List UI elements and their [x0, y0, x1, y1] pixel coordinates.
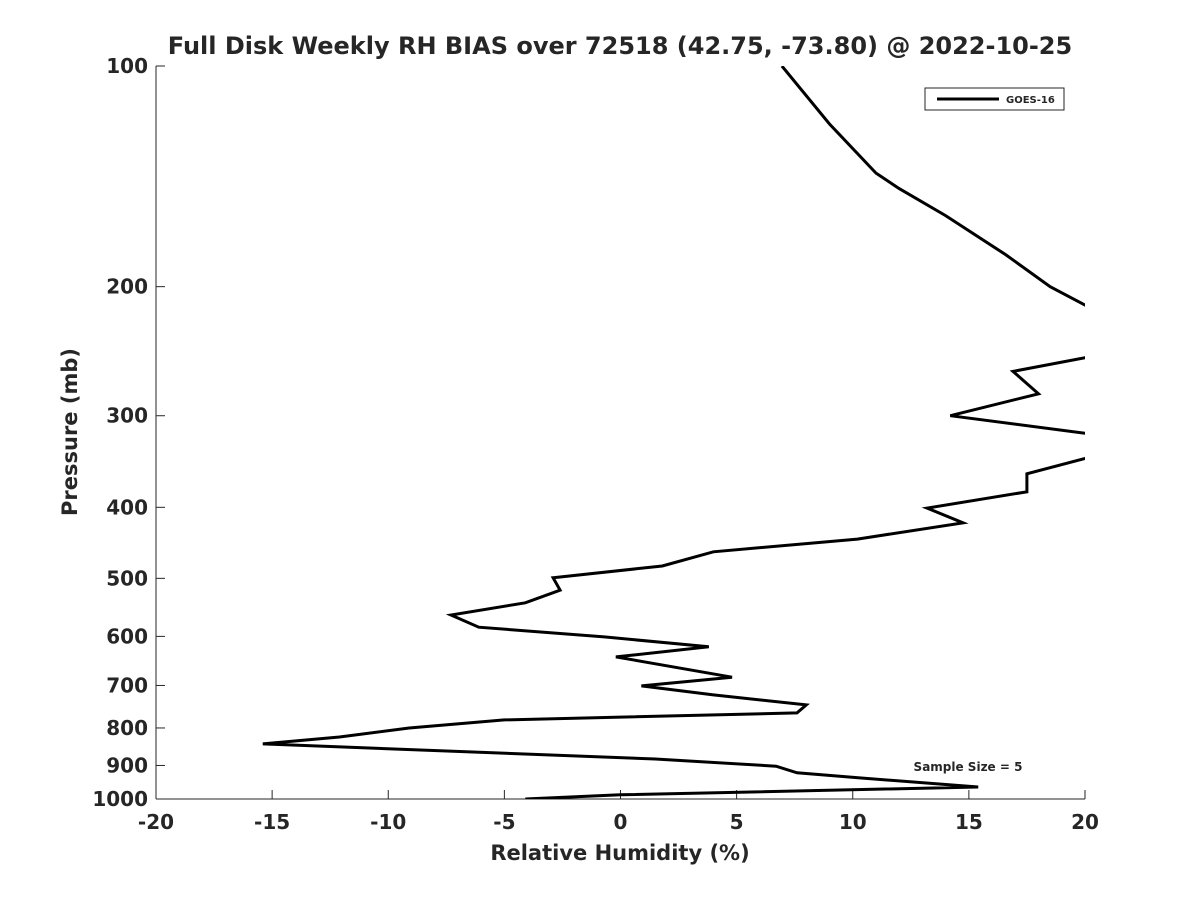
- y-axis-label: Pressure (mb): [58, 348, 82, 516]
- y-tick-label: 300: [106, 404, 148, 428]
- plot-lines: [262, 66, 1085, 799]
- legend: GOES-16: [924, 87, 1065, 111]
- y-tick-label: 400: [106, 495, 148, 519]
- x-tick-label: 10: [839, 810, 867, 834]
- chart-title: Full Disk Weekly RH BIAS over 72518 (42.…: [168, 32, 1072, 60]
- x-axis-label: Relative Humidity (%): [490, 841, 749, 865]
- axes: -20 -15 -10 -5 0 5 10 15 20 100 200 300 400 500 600 700…: [92, 54, 1099, 834]
- y-tick-label: 200: [106, 275, 148, 299]
- x-tick-label: 15: [955, 810, 983, 834]
- x-tick-label: 5: [730, 810, 744, 834]
- y-tick-label: 900: [106, 753, 148, 777]
- x-tick-label: -15: [254, 810, 290, 834]
- x-tick-label: 0: [614, 810, 628, 834]
- sample-size-annotation: Sample Size = 5: [914, 760, 1023, 774]
- x-tick-label: -10: [370, 810, 406, 834]
- x-tick-label: -20: [138, 810, 174, 834]
- y-tick-label: 500: [106, 566, 148, 590]
- x-tick-label: 20: [1071, 810, 1099, 834]
- legend-label: GOES-16: [1006, 95, 1055, 106]
- y-tick-label: 800: [106, 716, 148, 740]
- y-tick-label: 700: [106, 673, 148, 697]
- y-tick-label: 100: [106, 54, 148, 78]
- y-tick-label: 600: [106, 624, 148, 648]
- series-line-goes-16: [262, 66, 1085, 799]
- x-tick-label: -5: [493, 810, 515, 834]
- y-tick-label: 1000: [92, 787, 148, 811]
